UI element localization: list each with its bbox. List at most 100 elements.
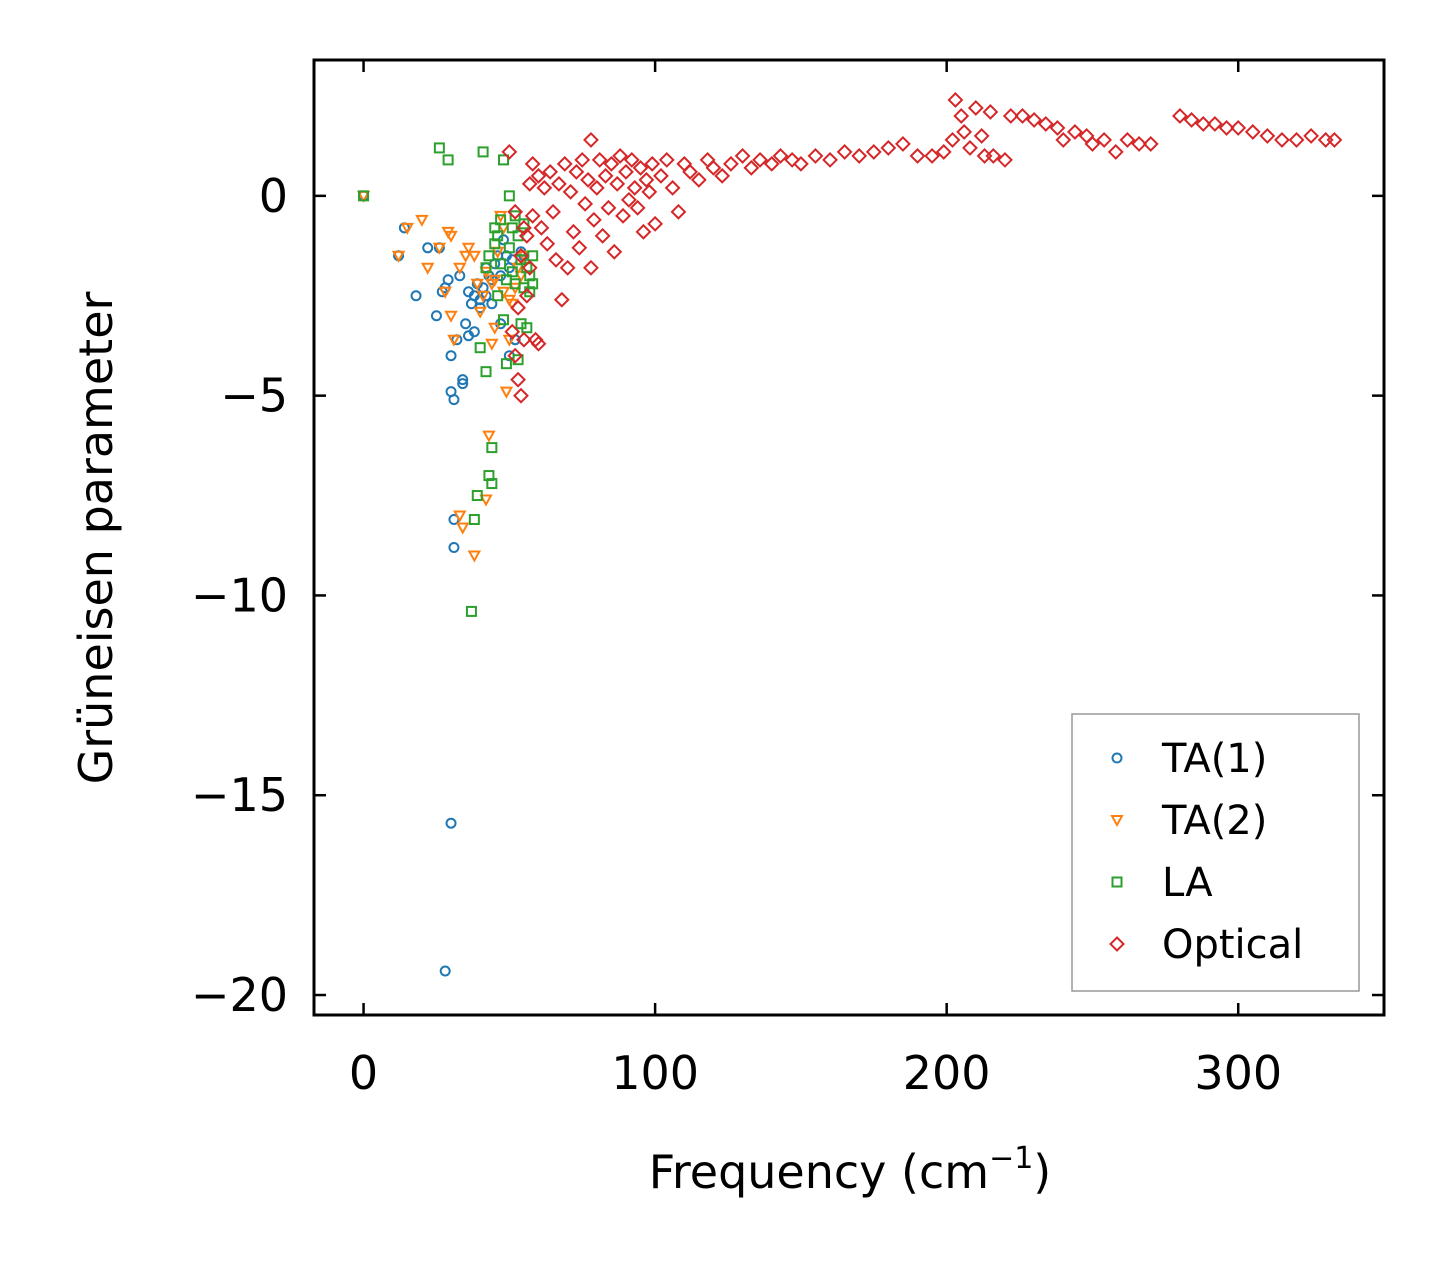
data-point	[752, 151, 768, 168]
data-point	[486, 298, 498, 310]
data-point	[512, 230, 524, 242]
data-point	[453, 262, 467, 275]
data-point	[461, 242, 476, 255]
data-point	[1244, 124, 1261, 140]
data-point	[516, 331, 532, 348]
data-point	[580, 171, 596, 188]
x-axis-title-superscript: −1	[989, 1141, 1033, 1176]
legend-marker	[1110, 815, 1124, 828]
data-point	[391, 250, 406, 263]
data-point	[468, 514, 480, 526]
data-point	[457, 378, 469, 390]
data-point	[836, 143, 853, 160]
data-point	[909, 147, 926, 164]
data-point	[623, 151, 640, 168]
data-point	[559, 259, 576, 276]
data-point	[618, 163, 634, 180]
data-point	[506, 266, 518, 278]
data-point	[962, 139, 978, 156]
data-point	[1195, 116, 1212, 132]
series-ta-1-	[358, 190, 530, 977]
data-point	[504, 323, 521, 340]
legend-marker	[1109, 936, 1125, 952]
data-point	[574, 151, 591, 168]
data-point	[468, 326, 480, 338]
y-axis-title: Grüneisen parameter	[69, 291, 123, 784]
data-point	[513, 387, 529, 404]
y-tick-label: −15	[191, 768, 288, 822]
data-point	[530, 167, 547, 184]
data-point	[895, 135, 911, 152]
data-point	[545, 203, 561, 220]
data-point	[533, 219, 550, 236]
data-point	[644, 155, 661, 172]
data-point	[444, 310, 458, 323]
legend: TA(1) TA(2) LA Optical	[1071, 713, 1360, 992]
data-point	[467, 550, 482, 563]
data-point	[609, 175, 626, 192]
data-point	[524, 207, 541, 224]
data-point	[670, 203, 687, 220]
data-point	[415, 214, 429, 227]
data-point	[527, 278, 539, 290]
x-axis-title: Frequency (cm−1)	[649, 1141, 1052, 1199]
data-point	[518, 218, 530, 230]
data-point	[1107, 143, 1124, 160]
data-point	[496, 286, 511, 299]
data-point	[714, 167, 731, 184]
data-point	[503, 242, 515, 254]
data-point	[1274, 132, 1290, 148]
data-point	[474, 342, 486, 354]
legend-label: Optical	[1162, 922, 1303, 968]
data-point	[479, 494, 493, 507]
y-tick-label: 0	[259, 169, 288, 223]
data-point	[507, 347, 524, 364]
data-point	[1055, 132, 1072, 148]
data-point	[629, 199, 646, 216]
data-point	[503, 190, 515, 202]
data-point	[626, 179, 643, 196]
data-point	[477, 146, 489, 158]
data-point	[597, 167, 614, 184]
data-point	[734, 147, 751, 164]
data-point	[1317, 132, 1334, 148]
data-point	[1049, 120, 1066, 136]
data-point	[690, 171, 707, 188]
data-point	[1171, 108, 1188, 124]
data-point	[410, 290, 422, 302]
data-point	[1218, 120, 1235, 136]
data-point	[553, 291, 570, 308]
data-point	[924, 147, 941, 164]
data-point	[1084, 135, 1101, 152]
data-point	[510, 371, 527, 388]
data-point	[501, 143, 518, 160]
data-point	[548, 251, 564, 268]
data-point	[1026, 112, 1043, 128]
data-point	[699, 151, 716, 168]
data-point	[583, 132, 599, 148]
data-point	[476, 290, 490, 303]
data-point	[448, 541, 460, 553]
data-point	[985, 147, 1002, 164]
data-point	[498, 314, 510, 326]
data-point	[486, 478, 498, 490]
data-point	[539, 235, 556, 252]
data-point	[638, 171, 655, 188]
data-point	[792, 155, 809, 172]
data-point	[513, 247, 529, 264]
data-point	[400, 222, 414, 235]
data-point	[492, 290, 504, 302]
data-point	[743, 159, 760, 176]
data-point	[442, 154, 454, 166]
data-point	[453, 510, 467, 523]
data-point	[807, 147, 824, 164]
x-tick-label: 0	[349, 1046, 378, 1100]
data-point	[556, 155, 573, 172]
data-point	[458, 250, 473, 263]
data-point	[1326, 132, 1343, 148]
data-point	[997, 151, 1013, 168]
data-point	[772, 147, 789, 164]
data-point	[600, 199, 617, 216]
data-point	[620, 191, 637, 208]
data-point	[457, 374, 469, 386]
